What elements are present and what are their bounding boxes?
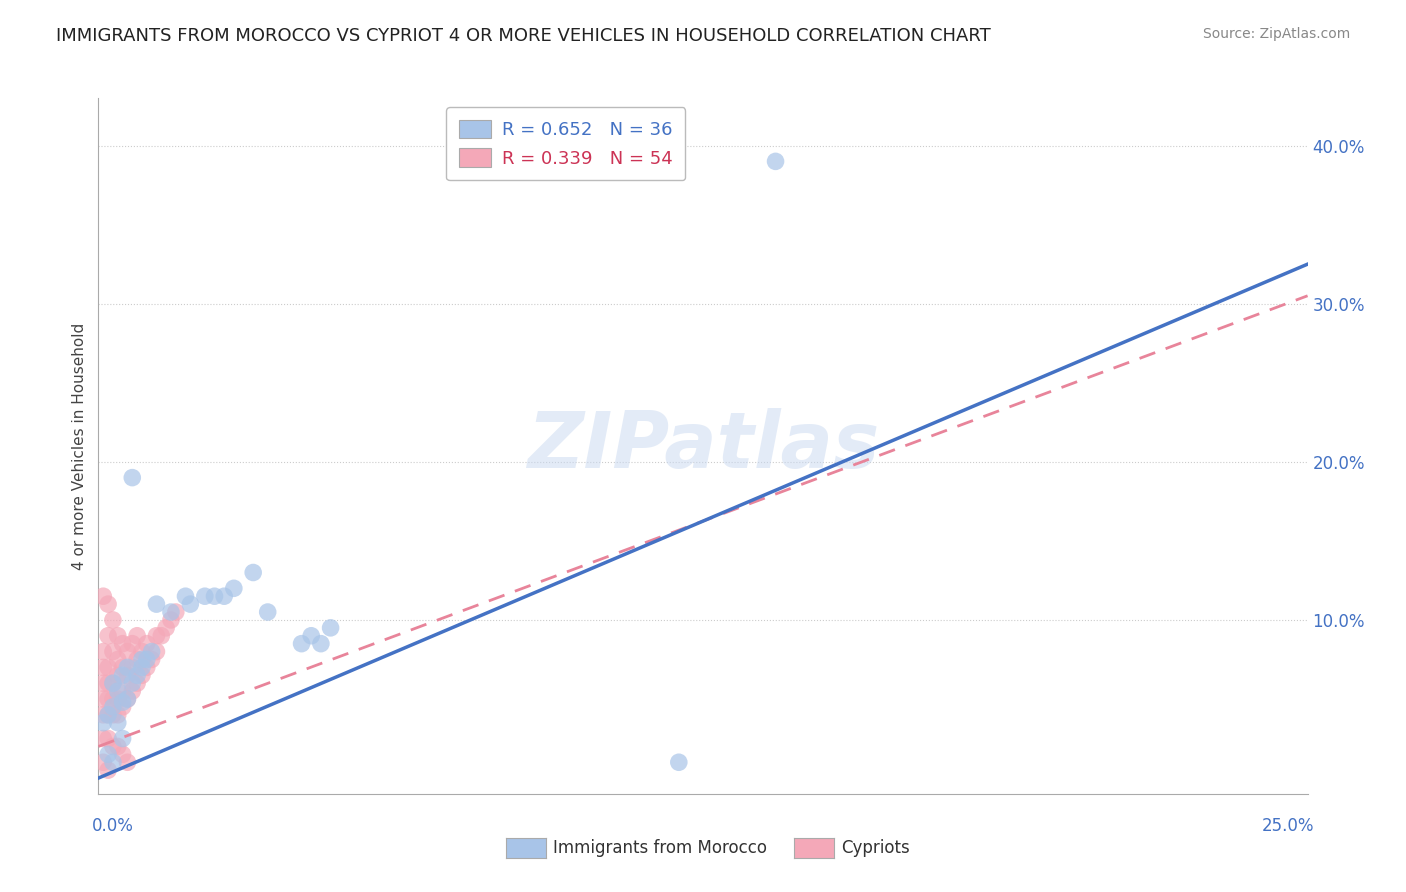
Point [117,692,139,706]
Point [107,707,129,722]
Point [107,668,129,682]
Point [131,668,153,682]
Point [111,684,134,698]
Point [107,692,129,706]
Point [107,684,129,698]
Text: 0.0%: 0.0% [91,817,134,835]
Point [145,597,167,611]
Point [97,629,120,643]
Point [141,644,163,658]
Text: Cypriots: Cypriots [841,839,910,857]
Point [91,644,114,658]
Point [765,154,787,169]
Point [97,660,120,674]
Point [91,676,114,690]
Point [290,637,312,651]
Point [127,668,149,682]
Point [242,566,264,580]
Point [101,644,124,658]
Point [97,747,120,762]
Point [204,589,226,603]
Point [101,739,124,754]
Point [145,644,167,658]
Point [91,715,114,730]
Point [97,597,120,611]
Point [101,613,124,627]
Point [160,613,183,627]
Point [91,731,114,746]
Point [91,589,114,603]
Point [141,652,163,666]
Point [91,692,114,706]
Point [150,629,173,643]
Point [319,621,342,635]
Point [101,692,124,706]
Point [117,692,139,706]
Point [212,589,235,603]
Point [174,589,197,603]
Point [121,676,143,690]
Point [127,676,149,690]
Point [127,629,149,643]
Point [101,676,124,690]
Point [111,668,134,682]
Point [145,629,167,643]
Point [135,660,157,674]
Point [107,629,129,643]
Point [111,695,134,709]
Text: Source: ZipAtlas.com: Source: ZipAtlas.com [1202,27,1350,41]
Text: 25.0%: 25.0% [1263,817,1315,835]
Point [111,731,134,746]
Point [160,605,183,619]
Point [97,763,120,777]
Point [111,660,134,674]
Point [668,756,690,770]
Point [121,660,143,674]
Point [222,582,245,596]
Legend: R = 0.652   N = 36, R = 0.339   N = 54: R = 0.652 N = 36, R = 0.339 N = 54 [446,107,685,180]
Point [117,644,139,658]
Point [91,707,114,722]
Point [107,739,129,754]
Point [117,668,139,682]
Point [101,707,124,722]
Point [111,637,134,651]
Point [121,684,143,698]
Point [299,629,322,643]
Point [101,756,124,770]
Point [97,707,120,722]
Point [111,747,134,762]
Point [165,605,187,619]
Point [131,644,153,658]
Point [155,621,177,635]
Point [111,699,134,714]
Point [97,676,120,690]
Point [91,756,114,770]
Point [97,692,120,706]
Point [91,660,114,674]
Point [117,660,139,674]
Point [179,597,201,611]
Point [256,605,278,619]
Point [194,589,217,603]
Point [101,699,124,714]
Point [121,637,143,651]
Point [97,707,120,722]
Point [131,652,153,666]
Point [107,652,129,666]
Point [107,715,129,730]
Point [127,652,149,666]
Point [121,470,143,484]
Point [101,676,124,690]
Text: IMMIGRANTS FROM MOROCCO VS CYPRIOT 4 OR MORE VEHICLES IN HOUSEHOLD CORRELATION C: IMMIGRANTS FROM MOROCCO VS CYPRIOT 4 OR … [56,27,991,45]
Text: ZIPatlas: ZIPatlas [527,408,879,484]
Point [117,756,139,770]
Text: Immigrants from Morocco: Immigrants from Morocco [553,839,766,857]
Point [135,652,157,666]
Point [135,637,157,651]
Y-axis label: 4 or more Vehicles in Household: 4 or more Vehicles in Household [72,322,87,570]
Point [309,637,332,651]
Point [131,660,153,674]
Point [97,731,120,746]
